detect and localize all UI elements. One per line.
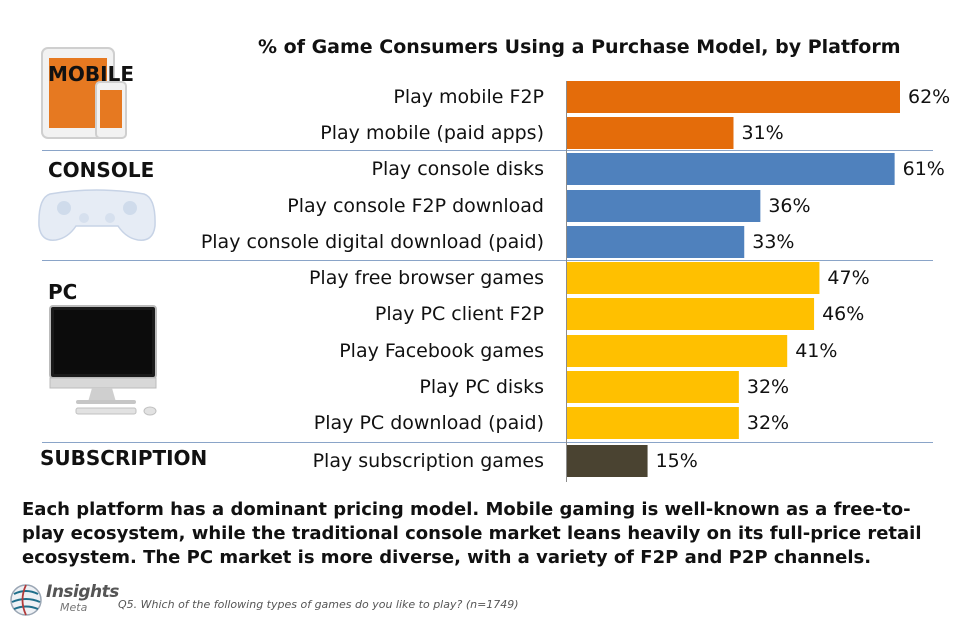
platform-heading-subscription: SUBSCRIPTION bbox=[40, 446, 208, 470]
data-label: 33% bbox=[752, 231, 795, 253]
desktop-computer-icon bbox=[49, 305, 157, 416]
category-label: Play subscription games bbox=[312, 450, 544, 472]
logo-name: Insights bbox=[46, 582, 119, 602]
bar-play-pc-disks bbox=[567, 371, 739, 403]
category-label: Play mobile F2P bbox=[393, 86, 544, 108]
bar-play-mobile-paid-apps bbox=[567, 117, 734, 149]
data-label: 15% bbox=[655, 450, 698, 472]
platform-heading-mobile: MOBILE bbox=[48, 62, 134, 86]
caption-text: Each platform has a dominant pricing mod… bbox=[22, 499, 922, 568]
bar-play-console-digital-download-paid bbox=[567, 226, 745, 258]
value-axis-line bbox=[566, 81, 567, 482]
group-divider bbox=[42, 150, 933, 151]
bar-play-mobile-f2p bbox=[567, 81, 900, 113]
bar-play-pc-download-paid bbox=[567, 407, 739, 439]
bar-play-console-disks bbox=[567, 153, 895, 185]
category-label: Play Facebook games bbox=[339, 340, 544, 362]
data-label: 61% bbox=[902, 158, 945, 180]
data-label: 32% bbox=[746, 412, 790, 434]
category-label: Play PC disks bbox=[419, 376, 544, 398]
category-label: Play free browser games bbox=[308, 267, 544, 289]
globe-logo-icon bbox=[10, 584, 42, 616]
survey-footnote: Q5. Which of the following types of game… bbox=[118, 598, 519, 611]
data-label: 36% bbox=[768, 195, 811, 217]
group-divider bbox=[42, 260, 933, 261]
data-label: 46% bbox=[822, 303, 865, 325]
data-label: 62% bbox=[908, 86, 951, 108]
data-label: 47% bbox=[827, 267, 870, 289]
platform-heading-console: CONSOLE bbox=[48, 158, 155, 182]
group-divider bbox=[42, 442, 933, 443]
chart-title: % of Game Consumers Using a Purchase Mod… bbox=[258, 36, 901, 58]
logo-sub: Meta bbox=[60, 601, 88, 614]
bar-play-subscription-games bbox=[567, 445, 648, 477]
category-label: Play console F2P download bbox=[287, 195, 544, 217]
bar-play-facebook-games bbox=[567, 335, 788, 367]
category-label: Play PC client F2P bbox=[374, 303, 544, 325]
platform-heading-pc: PC bbox=[48, 280, 78, 304]
category-label: Play PC download (paid) bbox=[313, 412, 544, 434]
bar-play-console-f2p-download bbox=[567, 190, 761, 222]
tablet-phone-icon bbox=[41, 47, 127, 139]
data-label: 41% bbox=[795, 340, 838, 362]
insights-meta-logo: Insights Meta bbox=[8, 578, 119, 622]
data-label: 32% bbox=[746, 376, 790, 398]
data-label: 31% bbox=[741, 122, 784, 144]
category-label: Play mobile (paid apps) bbox=[320, 122, 544, 144]
bar-play-free-browser-games bbox=[567, 262, 820, 294]
category-label: Play console digital download (paid) bbox=[200, 231, 544, 253]
game-controller-icon bbox=[38, 189, 156, 241]
bar-play-pc-client-f2p bbox=[567, 298, 815, 330]
category-label: Play console disks bbox=[371, 158, 544, 180]
